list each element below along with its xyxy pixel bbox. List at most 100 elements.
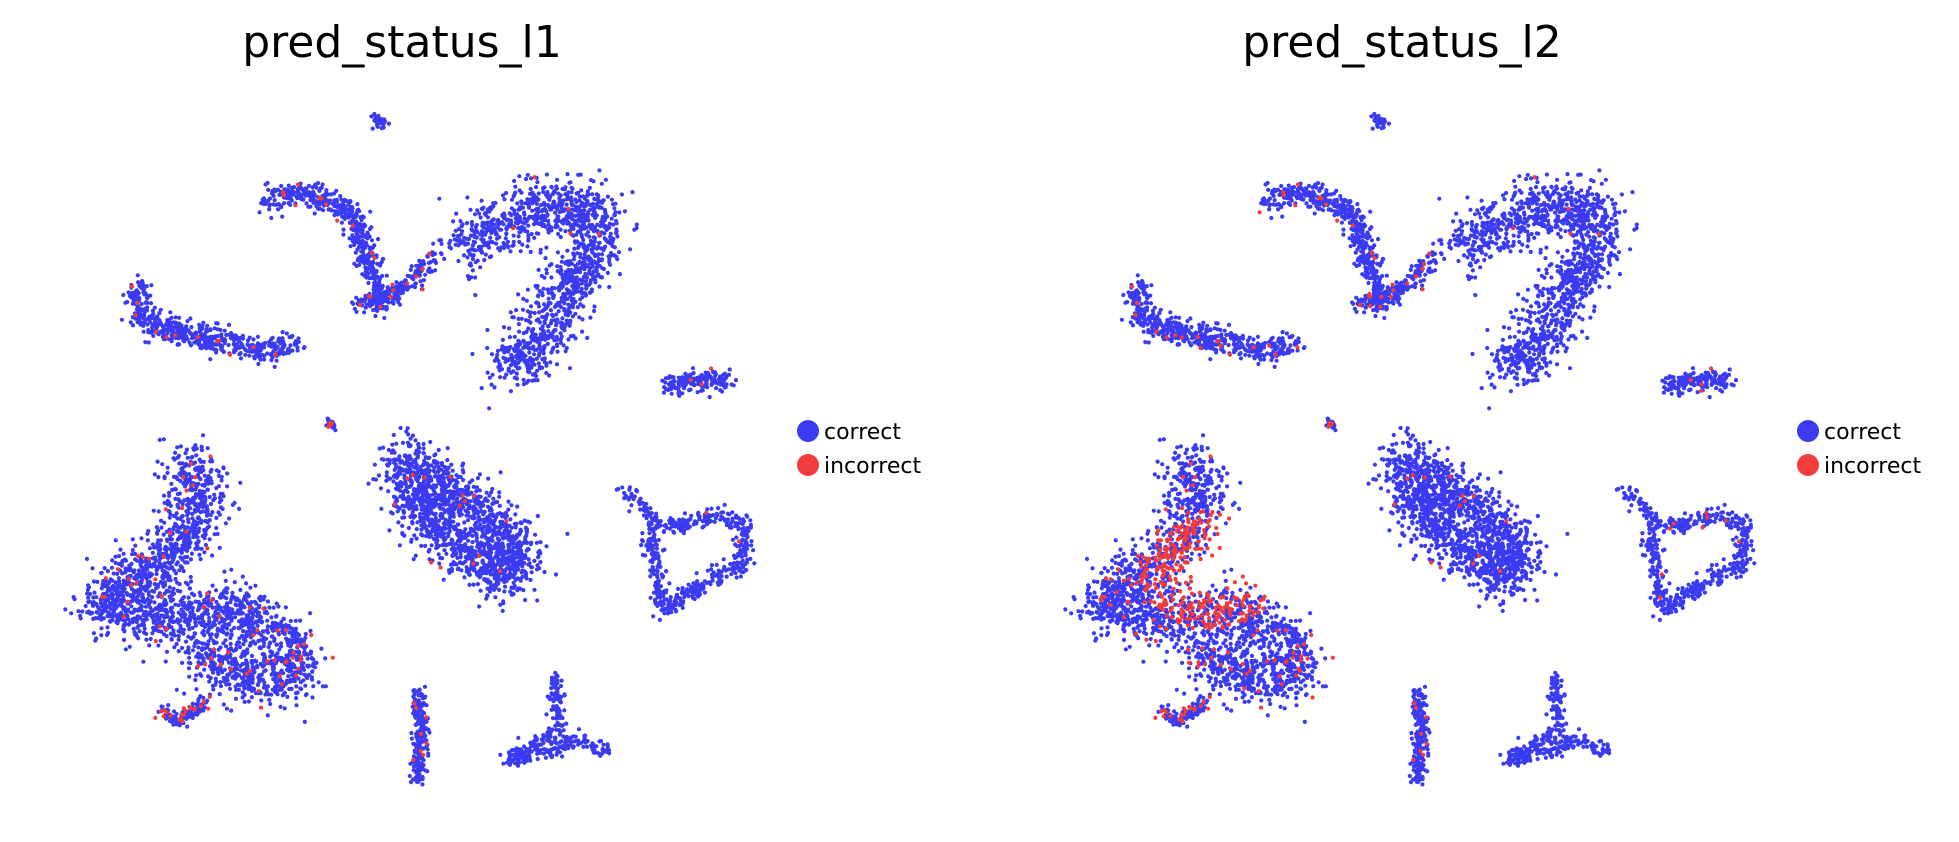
- point-correct: [139, 536, 144, 541]
- point-correct: [473, 275, 478, 280]
- point-correct: [519, 316, 524, 321]
- point-correct: [515, 504, 520, 509]
- point-correct: [179, 466, 184, 471]
- point-correct: [563, 261, 568, 266]
- point-correct: [529, 214, 534, 220]
- point-correct: [547, 263, 552, 268]
- point-correct: [130, 537, 135, 542]
- point-correct: [251, 610, 256, 615]
- point-correct: [185, 543, 190, 548]
- point-correct: [553, 225, 558, 230]
- point-correct: [227, 516, 232, 521]
- point-correct: [194, 673, 199, 678]
- point-correct: [139, 586, 144, 592]
- point-correct: [270, 355, 275, 360]
- point-correct: [596, 252, 601, 257]
- point-correct: [525, 287, 531, 292]
- point-correct: [180, 596, 185, 601]
- point-correct: [155, 531, 160, 536]
- point-correct: [236, 336, 241, 341]
- point-correct: [156, 643, 161, 648]
- point-correct: [174, 687, 179, 692]
- point-correct: [557, 196, 562, 201]
- point-correct: [551, 295, 556, 301]
- point-correct: [287, 335, 292, 340]
- point-correct: [537, 304, 542, 309]
- point-correct: [416, 263, 421, 268]
- point-correct: [149, 314, 154, 319]
- panel-1-title: pred_status_l1: [242, 17, 561, 68]
- point-correct: [470, 268, 475, 273]
- point-correct: [573, 311, 578, 316]
- point-correct: [378, 276, 383, 281]
- point-correct: [562, 277, 567, 282]
- point-correct: [113, 538, 118, 543]
- point-correct: [546, 222, 551, 227]
- point-correct: [315, 181, 321, 186]
- point-correct: [534, 318, 539, 323]
- point-correct: [544, 172, 550, 177]
- point-correct: [238, 480, 243, 485]
- point-correct: [182, 619, 187, 624]
- point-correct: [190, 609, 195, 614]
- point-correct: [167, 553, 172, 558]
- point-correct: [510, 315, 515, 320]
- point-correct: [236, 598, 241, 603]
- point-correct: [543, 337, 548, 342]
- point-correct: [544, 271, 549, 276]
- point-correct: [174, 642, 179, 647]
- point-correct: [237, 506, 242, 511]
- point-correct: [275, 679, 280, 684]
- point-correct: [112, 587, 117, 593]
- point-correct: [555, 269, 560, 274]
- point-correct: [534, 356, 539, 361]
- point-correct: [122, 557, 127, 562]
- point-correct: [692, 383, 697, 388]
- point-correct: [169, 598, 174, 604]
- point-correct: [143, 604, 149, 609]
- point-correct: [555, 219, 560, 224]
- point-correct: [231, 342, 236, 347]
- point-correct: [165, 465, 170, 470]
- point-correct: [463, 242, 468, 247]
- point-correct: [324, 188, 329, 193]
- point-correct: [137, 629, 142, 634]
- point-correct: [221, 610, 226, 615]
- point-correct: [470, 256, 475, 262]
- point-correct: [716, 377, 722, 382]
- point-correct: [259, 201, 264, 206]
- point-correct: [591, 235, 596, 240]
- point-correct: [71, 595, 76, 600]
- point-correct: [526, 326, 531, 331]
- point-correct: [146, 592, 151, 598]
- point-correct: [237, 645, 243, 650]
- point-correct: [577, 241, 583, 246]
- point-correct: [183, 498, 188, 503]
- point-correct: [502, 197, 507, 202]
- point-correct: [288, 192, 293, 197]
- point-correct: [560, 316, 565, 321]
- point-correct: [574, 232, 579, 237]
- point-correct: [233, 348, 238, 353]
- point-correct: [412, 285, 418, 290]
- point-correct: [437, 196, 442, 201]
- point-correct: [542, 360, 547, 365]
- point-correct: [244, 634, 249, 639]
- point-correct: [312, 211, 317, 216]
- point-correct: [355, 237, 360, 242]
- point-correct: [177, 547, 182, 552]
- point-correct: [142, 285, 147, 290]
- point-correct: [237, 636, 242, 641]
- point-correct: [364, 302, 369, 307]
- point-correct: [199, 448, 205, 453]
- point-correct: [207, 494, 212, 500]
- point-correct: [207, 524, 212, 529]
- point-correct: [348, 244, 353, 249]
- point-correct: [233, 684, 238, 689]
- point-correct: [219, 478, 224, 483]
- point-correct: [551, 199, 556, 204]
- point-correct: [213, 605, 219, 610]
- point-correct: [183, 612, 188, 617]
- point-correct: [217, 620, 222, 625]
- point-correct: [513, 220, 518, 225]
